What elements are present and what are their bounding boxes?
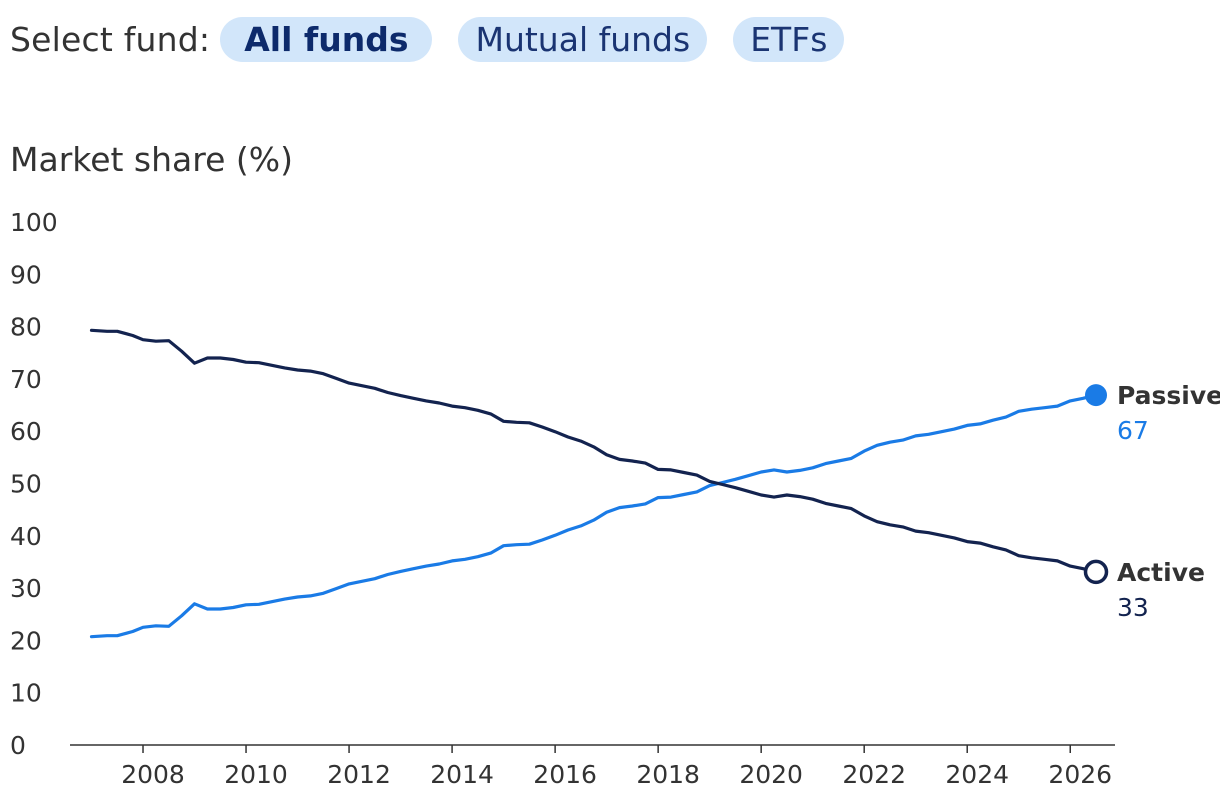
fund-option-mutual-funds[interactable]: Mutual funds: [458, 17, 708, 62]
x-tick-label: 2010: [224, 760, 288, 789]
active-end-marker: [1083, 559, 1109, 585]
y-tick-label: 40: [10, 522, 42, 551]
active-series-name: Active: [1117, 558, 1205, 587]
fund-selector-label: Select fund:: [10, 20, 211, 59]
active-series-line: [89, 328, 1098, 574]
y-tick-label: 0: [10, 731, 26, 760]
active-end-value: 33: [1117, 593, 1149, 622]
x-tick-label: 2026: [1048, 760, 1112, 789]
y-tick-label: 100: [10, 208, 58, 237]
y-tick-label: 20: [10, 626, 42, 655]
x-tick-label: 2020: [739, 760, 803, 789]
fund-option-etfs[interactable]: ETFs: [733, 17, 845, 62]
passive-end-marker: [1085, 384, 1107, 407]
y-tick-label: 80: [10, 313, 42, 342]
y-tick-label: 50: [10, 470, 42, 499]
x-tick-label: 2014: [430, 760, 494, 789]
y-tick-label: 30: [10, 574, 42, 603]
x-tick-label: 2024: [945, 760, 1009, 789]
y-axis-ticks: 0 10 20 30 40 50 60 70 80 90 100: [10, 208, 58, 760]
x-tick-label: 2018: [636, 760, 700, 789]
x-tick-label: 2016: [533, 760, 597, 789]
x-axis-ticks: 2008 2010 2012 2014 2016 2018 2020 2022 2024 2026: [121, 745, 1112, 789]
y-tick-label: 10: [10, 679, 42, 708]
y-tick-label: 70: [10, 365, 42, 394]
y-axis-title: Market share (%): [10, 140, 293, 179]
passive-end-value: 67: [1117, 416, 1149, 445]
y-tick-label: 90: [10, 260, 42, 289]
passive-series-name: Passive: [1117, 381, 1220, 410]
y-tick-label: 60: [10, 417, 42, 446]
series-layer: Passive 67 Active 33: [89, 328, 1220, 639]
passive-series-line: [89, 393, 1098, 639]
fund-selector: Select fund: All funds Mutual funds ETFs: [10, 17, 870, 62]
x-tick-label: 2008: [121, 760, 185, 789]
x-tick-label: 2012: [327, 760, 391, 789]
x-tick-label: 2022: [842, 760, 906, 789]
fund-option-all-funds[interactable]: All funds: [220, 17, 433, 62]
